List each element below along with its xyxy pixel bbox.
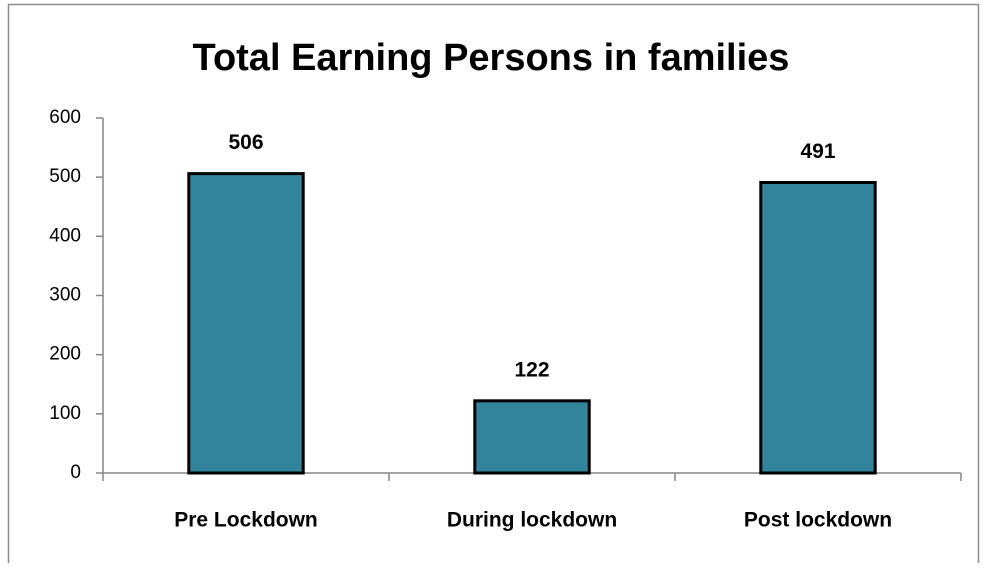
y-tick-label: 100: [49, 403, 81, 424]
y-tick-label: 500: [49, 166, 81, 187]
bar: [473, 399, 591, 475]
x-tick-label: Post lockdown: [744, 509, 892, 532]
x-tick-label: During lockdown: [447, 509, 617, 532]
y-tick-label: 600: [49, 107, 81, 128]
chart-border: [7, 3, 980, 563]
data-label: 491: [800, 140, 835, 163]
bar: [187, 172, 305, 475]
y-tick-label: 0: [70, 462, 81, 483]
data-label: 506: [228, 131, 263, 154]
bar: [759, 180, 877, 475]
data-label: 122: [514, 358, 549, 381]
y-tick-label: 300: [49, 285, 81, 306]
y-tick-label: 200: [49, 344, 81, 365]
chart-title: Total Earning Persons in families: [193, 37, 790, 79]
y-tick-label: 400: [49, 225, 81, 246]
x-tick-label: Pre Lockdown: [174, 509, 318, 532]
